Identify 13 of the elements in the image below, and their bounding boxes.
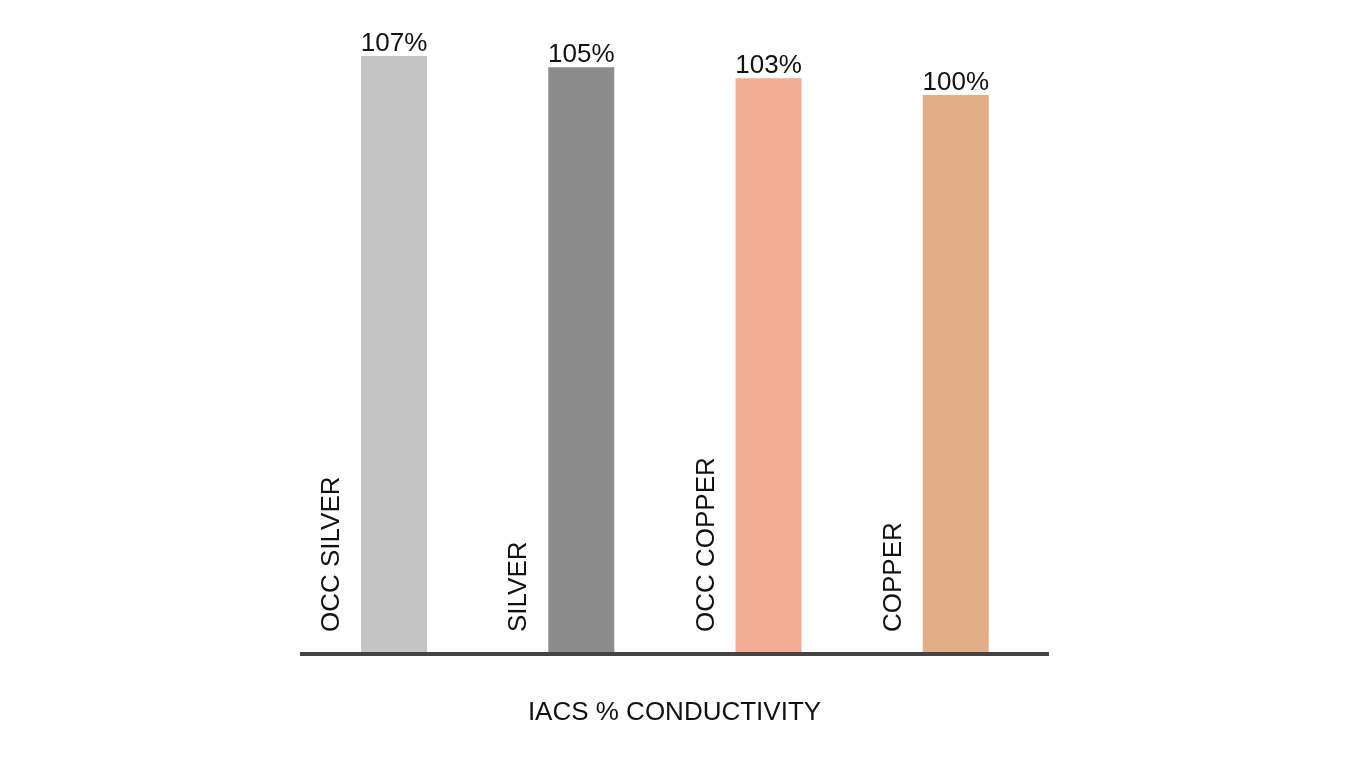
bar [922, 95, 989, 654]
x-tick-label: COPPER [876, 522, 907, 632]
data-label: 100% [922, 66, 989, 97]
x-axis-title: IACS % CONDUCTIVITY [527, 696, 822, 726]
x-tick-label: SILVER [502, 541, 533, 632]
x-tick-label: OCC SILVER [315, 476, 345, 632]
bar [361, 56, 427, 654]
bar [548, 67, 615, 654]
bar [735, 78, 802, 654]
data-label: 103% [735, 49, 802, 80]
data-label: 105% [548, 38, 615, 69]
x-tick-label: OCC COPPER [689, 457, 720, 632]
data-label: 107% [360, 27, 428, 57]
